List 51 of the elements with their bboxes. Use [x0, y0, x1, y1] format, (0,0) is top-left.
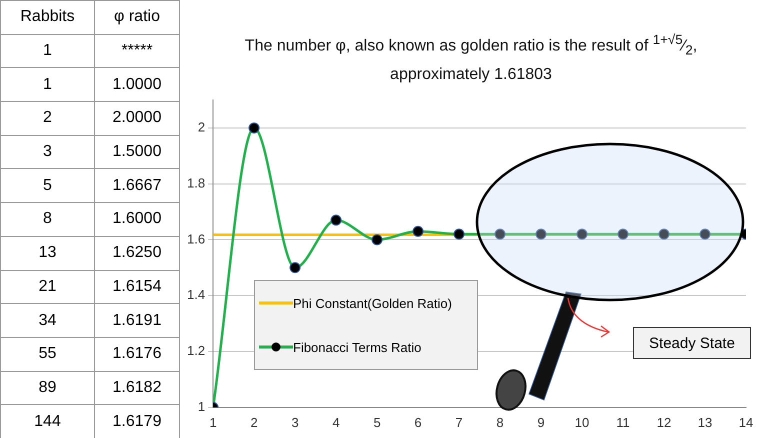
x-tick-label: 10 [574, 414, 590, 430]
text: 21 [0, 270, 95, 304]
x-tick-label: 7 [455, 414, 463, 430]
x-tick-label: 6 [414, 414, 422, 430]
legend-label: Phi Constant(Golden Ratio) [293, 296, 452, 310]
annotation: Steady State [633, 327, 751, 359]
y-tick-label: 1 [198, 398, 206, 414]
x-tick-label: 1 [209, 414, 217, 430]
text: 34 [0, 304, 95, 338]
text: 1 [0, 68, 95, 102]
y-tick-label: 2 [198, 120, 206, 135]
x-tick-label: 13 [698, 414, 712, 430]
text: 1 [0, 34, 95, 68]
text: 2 [0, 102, 95, 136]
x-tick-label: 5 [373, 414, 381, 430]
text: Rabbits [0, 0, 95, 34]
x-tick-label: 12 [656, 414, 672, 430]
legend-label: Fibonacci Terms Ratio [293, 340, 422, 354]
y-tick-label: 1.8 [186, 175, 206, 190]
text: φ ratio [94, 0, 180, 34]
text: 2.0000 [94, 102, 180, 136]
x-tick-label: 8 [496, 414, 504, 430]
text: 144 [0, 404, 95, 438]
chart-title: The number φ, also known as golden ratio is the result of $^{1+√5}$⁄$_{2}$, [244, 31, 698, 60]
text: 1.6667 [94, 168, 180, 203]
text: 1.6250 [94, 236, 180, 270]
text: 1.6176 [94, 337, 180, 372]
text: 89 [0, 371, 95, 405]
y-tick-label: 1.6 [186, 231, 206, 246]
x-tick-label: 4 [332, 414, 340, 430]
text: 55 [0, 337, 95, 372]
text: 8 [0, 202, 95, 236]
text: 1.6000 [94, 202, 180, 236]
x-tick-label: 9 [537, 414, 545, 430]
text: ***** [94, 34, 180, 68]
text: 1.5000 [94, 135, 180, 169]
y-tick-label: 1.2 [186, 343, 206, 358]
x-tick-label: 3 [291, 414, 299, 430]
text: 1.6191 [94, 304, 180, 338]
x-tick-label: 11 [616, 414, 630, 430]
text: 1.0000 [94, 68, 180, 102]
x-tick-label: 2 [250, 414, 258, 430]
text: 1.6154 [94, 270, 180, 304]
x-tick-label: 14 [738, 414, 754, 430]
text: 13 [0, 236, 95, 270]
chart-subtitle: approximately 1.61803 [389, 64, 553, 85]
text: 1.6182 [94, 371, 180, 405]
text: 3 [0, 135, 95, 169]
text: 5 [0, 168, 95, 203]
text: 1.6179 [94, 404, 180, 438]
y-tick-label: 1.4 [186, 287, 206, 302]
